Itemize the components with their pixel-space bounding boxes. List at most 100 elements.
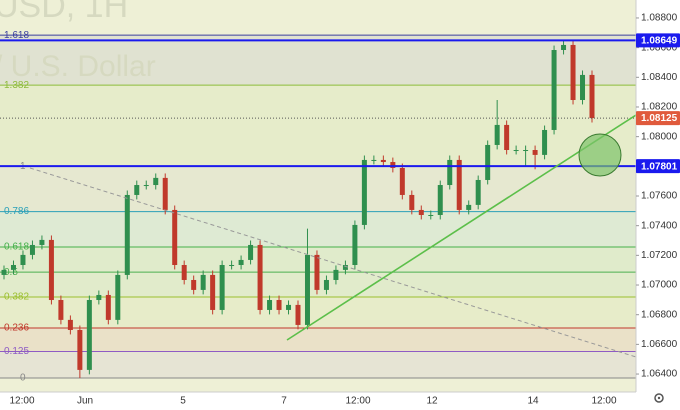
price-tag-label: 1.08125 <box>641 113 678 124</box>
candle-body <box>570 44 576 101</box>
candle-body <box>105 294 111 320</box>
candle-body <box>191 279 197 290</box>
candle-body <box>580 74 586 101</box>
candle-body <box>437 185 443 215</box>
fib-zone <box>0 211 636 248</box>
y-tick-label: 1.08200 <box>641 102 678 113</box>
fib-label: 0 <box>20 373 26 384</box>
y-tick-label: 1.08400 <box>641 72 678 83</box>
candle-body <box>86 300 92 370</box>
candle-body <box>143 185 149 187</box>
candle-body <box>267 300 273 310</box>
candle-body <box>172 209 178 265</box>
y-tick-label: 1.08600 <box>641 42 678 53</box>
fib-label: 0.618 <box>4 242 29 253</box>
y-tick-label: 1.06400 <box>641 369 678 380</box>
x-tick-label: 14 <box>527 396 539 407</box>
price-tag-label: 1.07801 <box>641 161 678 172</box>
candle-body <box>418 209 424 215</box>
x-tick-label: Jun <box>77 396 93 407</box>
candle-body <box>371 159 377 161</box>
candle-body <box>399 167 405 195</box>
candle-body <box>475 179 481 205</box>
fib-zone <box>0 297 636 329</box>
candle-body <box>39 239 45 245</box>
candle-body <box>286 304 292 310</box>
candle-body <box>523 150 529 152</box>
candle-body <box>447 159 453 186</box>
candle-body <box>276 300 282 310</box>
candle-body <box>248 244 254 260</box>
candle-body <box>10 264 16 270</box>
candle-body <box>333 269 339 280</box>
candle-body <box>380 159 386 163</box>
x-tick-label: 5 <box>180 396 186 407</box>
watermark: USD, 1H <box>0 0 128 25</box>
price-axis <box>636 0 680 410</box>
candle-body <box>238 259 244 265</box>
candle-body <box>304 254 310 325</box>
candle-body <box>181 264 187 280</box>
trend-line <box>286 114 637 341</box>
time-axis <box>0 392 636 410</box>
watermark: / U.S. Dollar <box>0 50 156 83</box>
candle-body <box>542 129 548 155</box>
candle-body <box>20 254 26 265</box>
plot-background <box>0 0 636 392</box>
y-tick-label: 1.06800 <box>641 309 678 320</box>
candle-body <box>314 254 320 290</box>
fib-zone <box>0 166 636 212</box>
candle-body <box>532 150 538 155</box>
candle-body <box>29 244 35 255</box>
axis-layer: 1.06400 1.06600 1.06800 1.07000 1.07200 1.074… <box>9 13 680 407</box>
fib-label: 0.125 <box>4 346 29 357</box>
y-tick-label: 1.06600 <box>641 339 678 350</box>
x-tick-label: 12 <box>426 396 438 407</box>
price-tag <box>636 111 680 126</box>
candle-body <box>409 194 415 210</box>
candle-body <box>513 150 519 152</box>
settings-icon[interactable] <box>654 393 664 403</box>
candle-body <box>162 177 168 210</box>
candle-body <box>323 279 329 290</box>
highlight-circle <box>578 133 622 177</box>
candle-body <box>390 162 396 168</box>
fib-fills <box>0 35 636 379</box>
price-tag-label: 1.08649 <box>641 35 678 46</box>
price-tag <box>636 159 680 174</box>
candle-body <box>504 124 510 151</box>
fib-label: 0.382 <box>4 292 29 303</box>
y-tick-label: 1.08800 <box>641 13 678 24</box>
candle-body <box>134 185 140 195</box>
candle-body <box>229 264 235 266</box>
candle-body <box>551 50 557 130</box>
candle-body <box>361 159 367 225</box>
candle-body <box>456 159 462 210</box>
fib-label: 1.382 <box>4 80 29 91</box>
fib-zone <box>0 85 636 167</box>
candle-body <box>1 269 7 275</box>
fib-label: 0.5 <box>4 267 18 278</box>
candle-body <box>58 300 64 320</box>
fib-zone <box>0 351 636 379</box>
x-tick-label: 12:00 <box>345 396 370 407</box>
candle-body <box>48 239 54 301</box>
candle-body <box>295 304 301 325</box>
fib-zone <box>0 35 636 86</box>
candle-body <box>219 264 225 310</box>
candle-body <box>485 144 491 180</box>
candle-body <box>561 44 567 51</box>
x-tick-label: 12:00 <box>9 396 34 407</box>
candle-body <box>352 224 358 265</box>
candle-body <box>342 264 348 270</box>
x-tick-label: 7 <box>281 396 287 407</box>
y-tick-label: 1.07000 <box>641 280 678 291</box>
candle-body <box>124 194 130 275</box>
candle-body <box>115 274 121 320</box>
candle-body <box>494 124 500 145</box>
y-tick-label: 1.07600 <box>641 191 678 202</box>
fib-label: 0.786 <box>4 206 29 217</box>
